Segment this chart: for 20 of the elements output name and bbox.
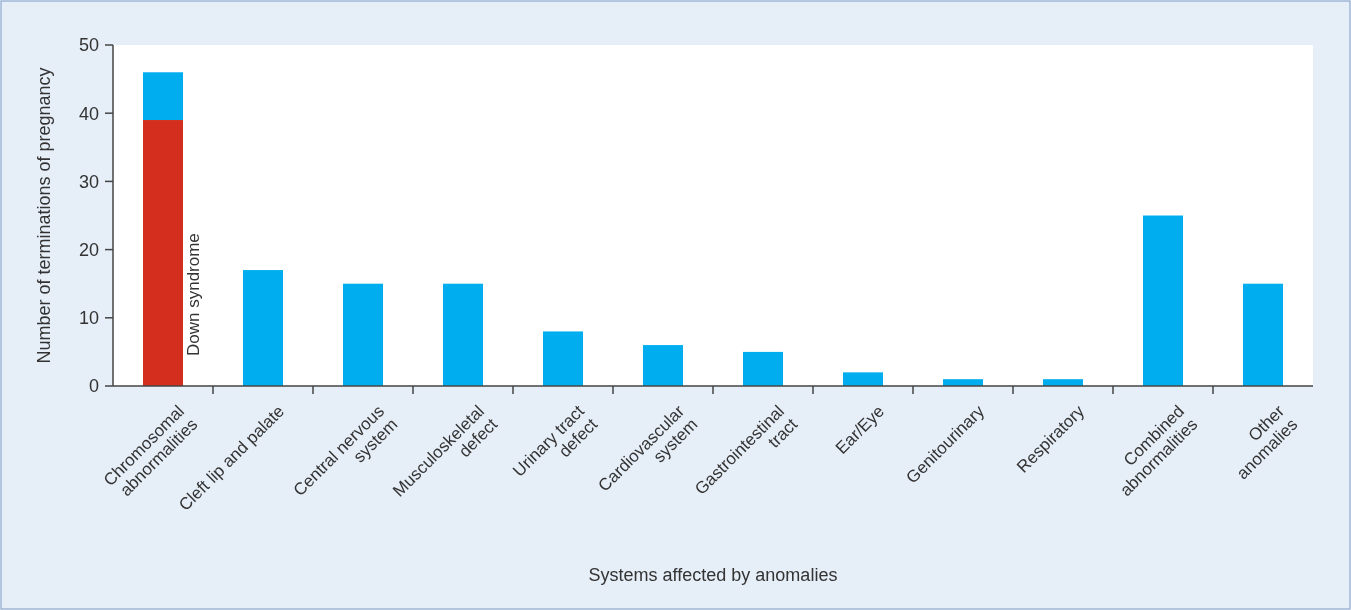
bar (143, 72, 183, 121)
bar (343, 283, 383, 386)
text: Down syndrome (184, 233, 203, 356)
y-tick-label: 10 (78, 308, 99, 329)
bar (543, 331, 583, 386)
x-axis-title: Systems affected by anomalies (588, 565, 838, 585)
y-tick-label: 20 (78, 239, 99, 260)
y-tick-label: 0 (88, 376, 99, 397)
bar (1243, 283, 1283, 386)
bar (843, 372, 883, 386)
bar (443, 283, 483, 386)
bar (243, 270, 283, 386)
bar (1143, 215, 1183, 386)
bar (743, 351, 783, 386)
y-tick-label: 40 (78, 103, 99, 124)
y-tick-label: 50 (78, 35, 99, 56)
bar (643, 345, 683, 386)
y-axis-title: Number of terminations of pregnancy (34, 67, 54, 364)
bar (143, 120, 183, 386)
y-tick-label: 30 (78, 171, 99, 192)
